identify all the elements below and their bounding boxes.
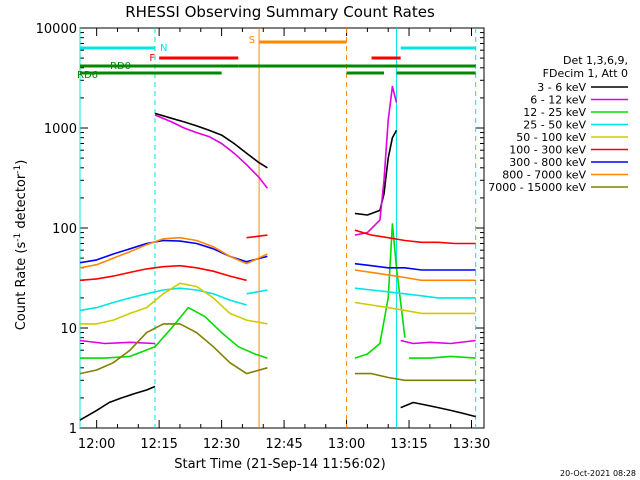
series-line-2 (400, 339, 476, 345)
y-axis-label: Count Rate (s-1 detector-1) (13, 160, 29, 331)
legend-label-3: 12 - 25 keV (523, 106, 586, 119)
series-line-8 (354, 269, 476, 282)
legend-label-5: 50 - 100 keV (516, 131, 586, 144)
legend-label-7: 300 - 800 keV (509, 156, 586, 169)
series-line-6 (246, 234, 268, 239)
x-tick-label: 12:30 (203, 437, 240, 452)
legend-header-line-2: FDecim 1, Att 0 (543, 67, 628, 80)
y-axis-label-end: ) (14, 160, 29, 165)
legend-label-4: 25 - 50 keV (523, 119, 586, 132)
x-tick-label: 13:30 (453, 437, 490, 452)
series-line-2 (354, 85, 398, 236)
y-tick-label: 1 (69, 422, 77, 437)
legend-label-1: 3 - 6 keV (537, 81, 586, 94)
x-tick-label: 13:15 (390, 437, 427, 452)
series-line-4 (246, 289, 268, 295)
status-bar-label-rd6: RD6 (77, 70, 98, 81)
y-axis-label-exp2: -1 (13, 165, 23, 174)
status-bar-label-f: F (149, 53, 155, 64)
y-tick-label: 1000 (44, 122, 77, 137)
series-line-3 (80, 306, 268, 359)
series-line-4 (354, 287, 476, 299)
y-axis-label-main: Count Rate (s (14, 242, 29, 331)
series-line-9 (354, 372, 476, 382)
series-line-3 (409, 355, 476, 359)
status-bar-label-rd0: RD0 (110, 61, 131, 72)
plot-frame (79, 27, 485, 429)
series-line-1 (400, 401, 476, 418)
y-axis-label-mid: detector (14, 173, 29, 233)
series-line-9 (79, 323, 268, 375)
legend-label-8: 800 - 7000 keV (502, 169, 586, 182)
series-line-6 (79, 264, 247, 282)
x-tick-label: 12:15 (140, 437, 177, 452)
series-line-5 (354, 301, 476, 315)
legend-label-9: 7000 - 15000 keV (488, 181, 586, 194)
status-bar-label-s: S (249, 35, 255, 46)
series-line-1 (354, 129, 398, 216)
plot-layer: 1 10 100 1000 10000 12:00 12:15 12:30 12:45 13:00… (36, 22, 628, 452)
series-line-5 (80, 282, 268, 325)
y-tick-label: 10 (60, 322, 77, 337)
chart-title: RHESSI Observing Summary Count Rates (125, 3, 435, 21)
y-tick-label: 100 (52, 222, 77, 237)
x-axis-label: Start Time (21-Sep-14 11:56:02) (174, 457, 385, 472)
legend-label-6: 100 - 300 keV (509, 144, 586, 157)
series-line-2 (79, 339, 156, 345)
y-axis-label-exp1: -1 (13, 233, 23, 242)
x-tick-label: 12:45 (265, 437, 302, 452)
series-line-1 (154, 112, 268, 169)
legend-label-2: 6 - 12 keV (530, 94, 586, 107)
footer-timestamp: 20-Oct-2021 08:28 (560, 469, 636, 478)
x-tick-label: 13:00 (328, 437, 365, 452)
series-line-8 (79, 236, 268, 269)
y-tick-label: 10000 (36, 22, 77, 37)
x-tick-label: 12:00 (78, 437, 115, 452)
series-line-4 (79, 287, 247, 312)
series-line-1 (79, 385, 156, 421)
series-line-2 (154, 114, 269, 189)
legend-header-line-1: Det 1,3,6,9, (563, 54, 628, 67)
series-line-7 (354, 262, 476, 271)
series-line-6 (354, 229, 476, 245)
status-bar-label-n: N (160, 43, 167, 54)
